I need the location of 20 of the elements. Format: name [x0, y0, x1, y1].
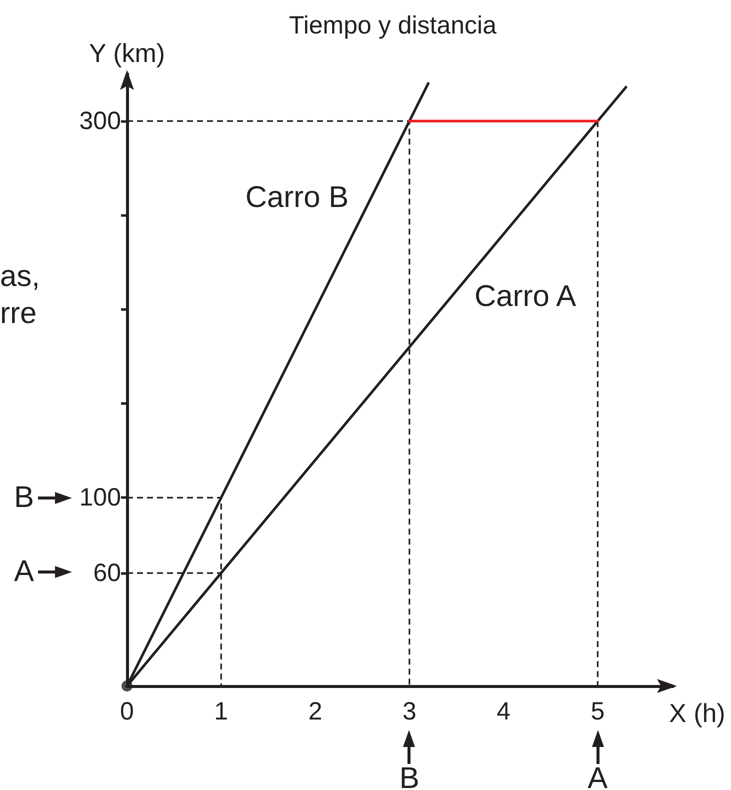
series-label: Carro B — [245, 180, 349, 214]
x-axis-title: X (h) — [669, 698, 726, 728]
x-tick-label: 2 — [308, 698, 322, 726]
annotation: B — [399, 762, 420, 790]
text: rre — [0, 297, 37, 330]
y-tick-label: 60 — [93, 559, 121, 588]
chart-title: Tiempo y distancia — [289, 12, 497, 40]
text: B — [14, 481, 34, 514]
x-tick-label: 5 — [590, 698, 605, 726]
y-tick-label: 300 — [79, 107, 121, 136]
x-tick-label: 1 — [214, 698, 228, 726]
x-tick-label: 0 — [120, 698, 134, 726]
series-label: Carro A — [474, 280, 576, 313]
text: as, — [0, 260, 40, 293]
annotation: A — [588, 762, 608, 790]
text: A — [14, 555, 34, 588]
y-tick-label: 100 — [79, 484, 121, 512]
y-axis-title: Y (km) — [88, 38, 166, 68]
x-tick-label: 3 — [402, 698, 416, 726]
x-tick-label: 4 — [496, 698, 511, 726]
